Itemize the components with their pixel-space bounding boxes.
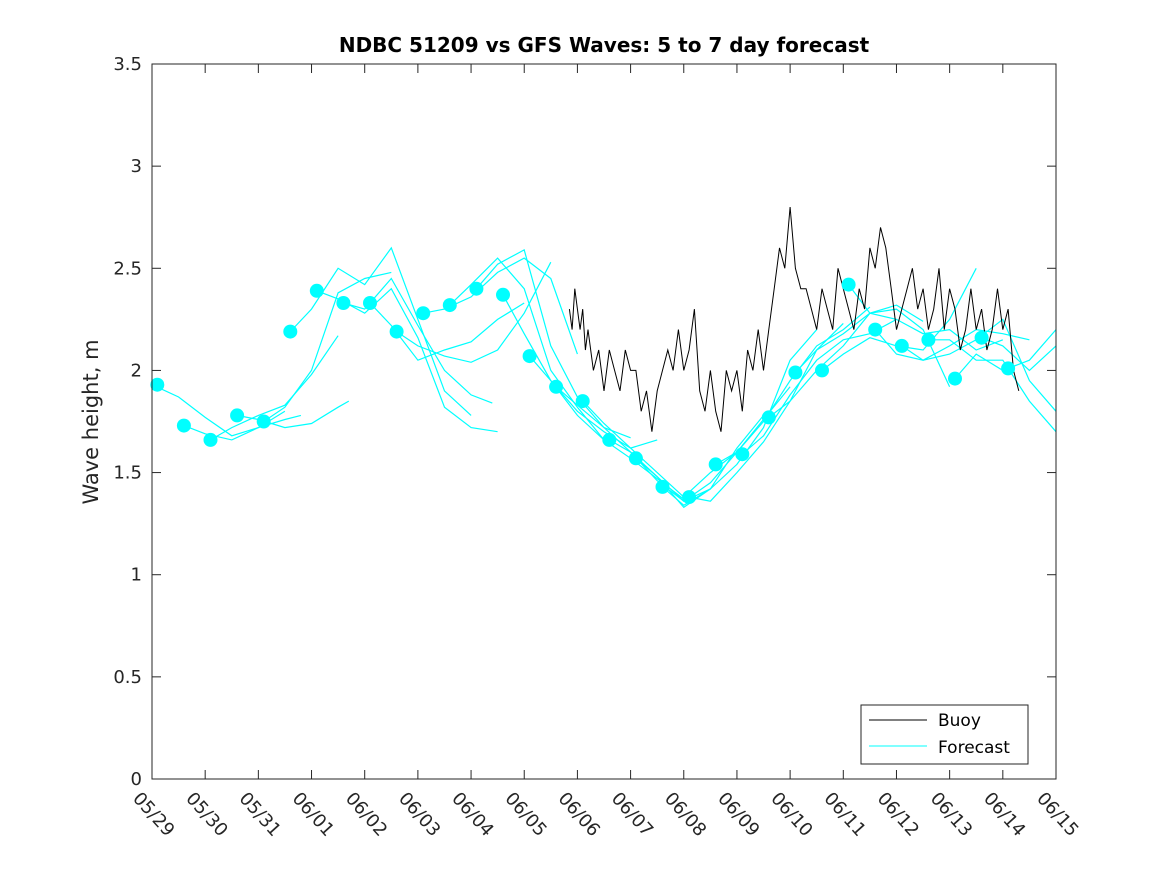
y-axis-label: Wave height, m	[79, 339, 103, 504]
forecast-marker	[336, 296, 351, 310]
forecast-marker	[815, 363, 829, 378]
y-tick-label: 2.5	[113, 258, 142, 279]
forecast-marker	[1001, 361, 1016, 376]
forecast-marker	[894, 338, 909, 353]
forecast-marker	[176, 418, 191, 433]
forecast-line-29	[928, 339, 1057, 433]
forecast-line-23	[768, 304, 924, 418]
y-tick-label: 3	[131, 156, 142, 177]
forecast-line-17	[609, 415, 764, 509]
forecast-marker	[841, 277, 856, 292]
y-tick-label: 1	[131, 565, 142, 586]
forecast-marker	[469, 281, 484, 296]
legend-forecast-label: Forecast	[938, 738, 1010, 758]
y-tick-label: 0.5	[113, 667, 142, 688]
forecast-line-9	[396, 261, 552, 363]
forecast-marker	[575, 394, 590, 409]
y-tick-label: 2	[131, 360, 142, 381]
plot-area	[150, 206, 1057, 509]
y-tick-label: 3.5	[113, 54, 142, 75]
forecast-line-3	[236, 400, 350, 429]
forecast-marker	[628, 451, 643, 466]
forecast-marker	[256, 414, 271, 429]
forecast-marker	[230, 408, 245, 423]
forecast-marker	[974, 330, 989, 345]
legend: Buoy Forecast	[860, 704, 1029, 765]
forecast-marker	[655, 479, 670, 494]
forecast-line-1	[183, 414, 302, 441]
forecast-line-16	[582, 400, 738, 498]
forecast-line-2	[210, 335, 339, 441]
forecast-marker	[203, 432, 218, 447]
forecast-line-31	[981, 337, 1057, 372]
forecast-marker	[549, 379, 564, 394]
forecast-marker	[283, 324, 298, 339]
forecast-line-7	[343, 277, 493, 404]
forecast-marker	[416, 306, 431, 321]
forecast-marker	[363, 296, 377, 310]
forecast-marker	[761, 410, 776, 425]
legend-box	[860, 704, 1029, 765]
forecast-line-5	[289, 246, 472, 416]
y-tick-label: 1.5	[113, 463, 142, 484]
forecast-marker	[309, 283, 324, 298]
forecast-marker	[150, 377, 165, 392]
forecast-marker	[442, 298, 457, 313]
buoy-line	[568, 206, 1020, 432]
forecast-marker	[735, 447, 750, 462]
forecast-marker	[682, 490, 697, 505]
forecast-line-8	[369, 302, 525, 361]
forecast-marker	[389, 324, 404, 339]
legend-buoy-label: Buoy	[938, 711, 981, 731]
forecast-marker	[602, 432, 617, 447]
forecast-line-19	[662, 329, 818, 507]
forecast-marker	[522, 349, 537, 364]
forecast-marker	[868, 322, 883, 337]
y-tick-label: 0	[131, 769, 142, 790]
forecast-marker	[496, 287, 510, 302]
forecast-line-27	[874, 328, 1030, 361]
forecast-marker	[948, 371, 962, 386]
chart-title: NDBC 51209 vs GFS Waves: 5 to 7 day fore…	[339, 33, 870, 57]
forecast-line-26	[848, 284, 1004, 351]
forecast-marker	[921, 332, 936, 347]
forecast-marker	[788, 365, 803, 380]
axes-box	[151, 63, 1057, 780]
forecast-marker	[708, 457, 723, 472]
